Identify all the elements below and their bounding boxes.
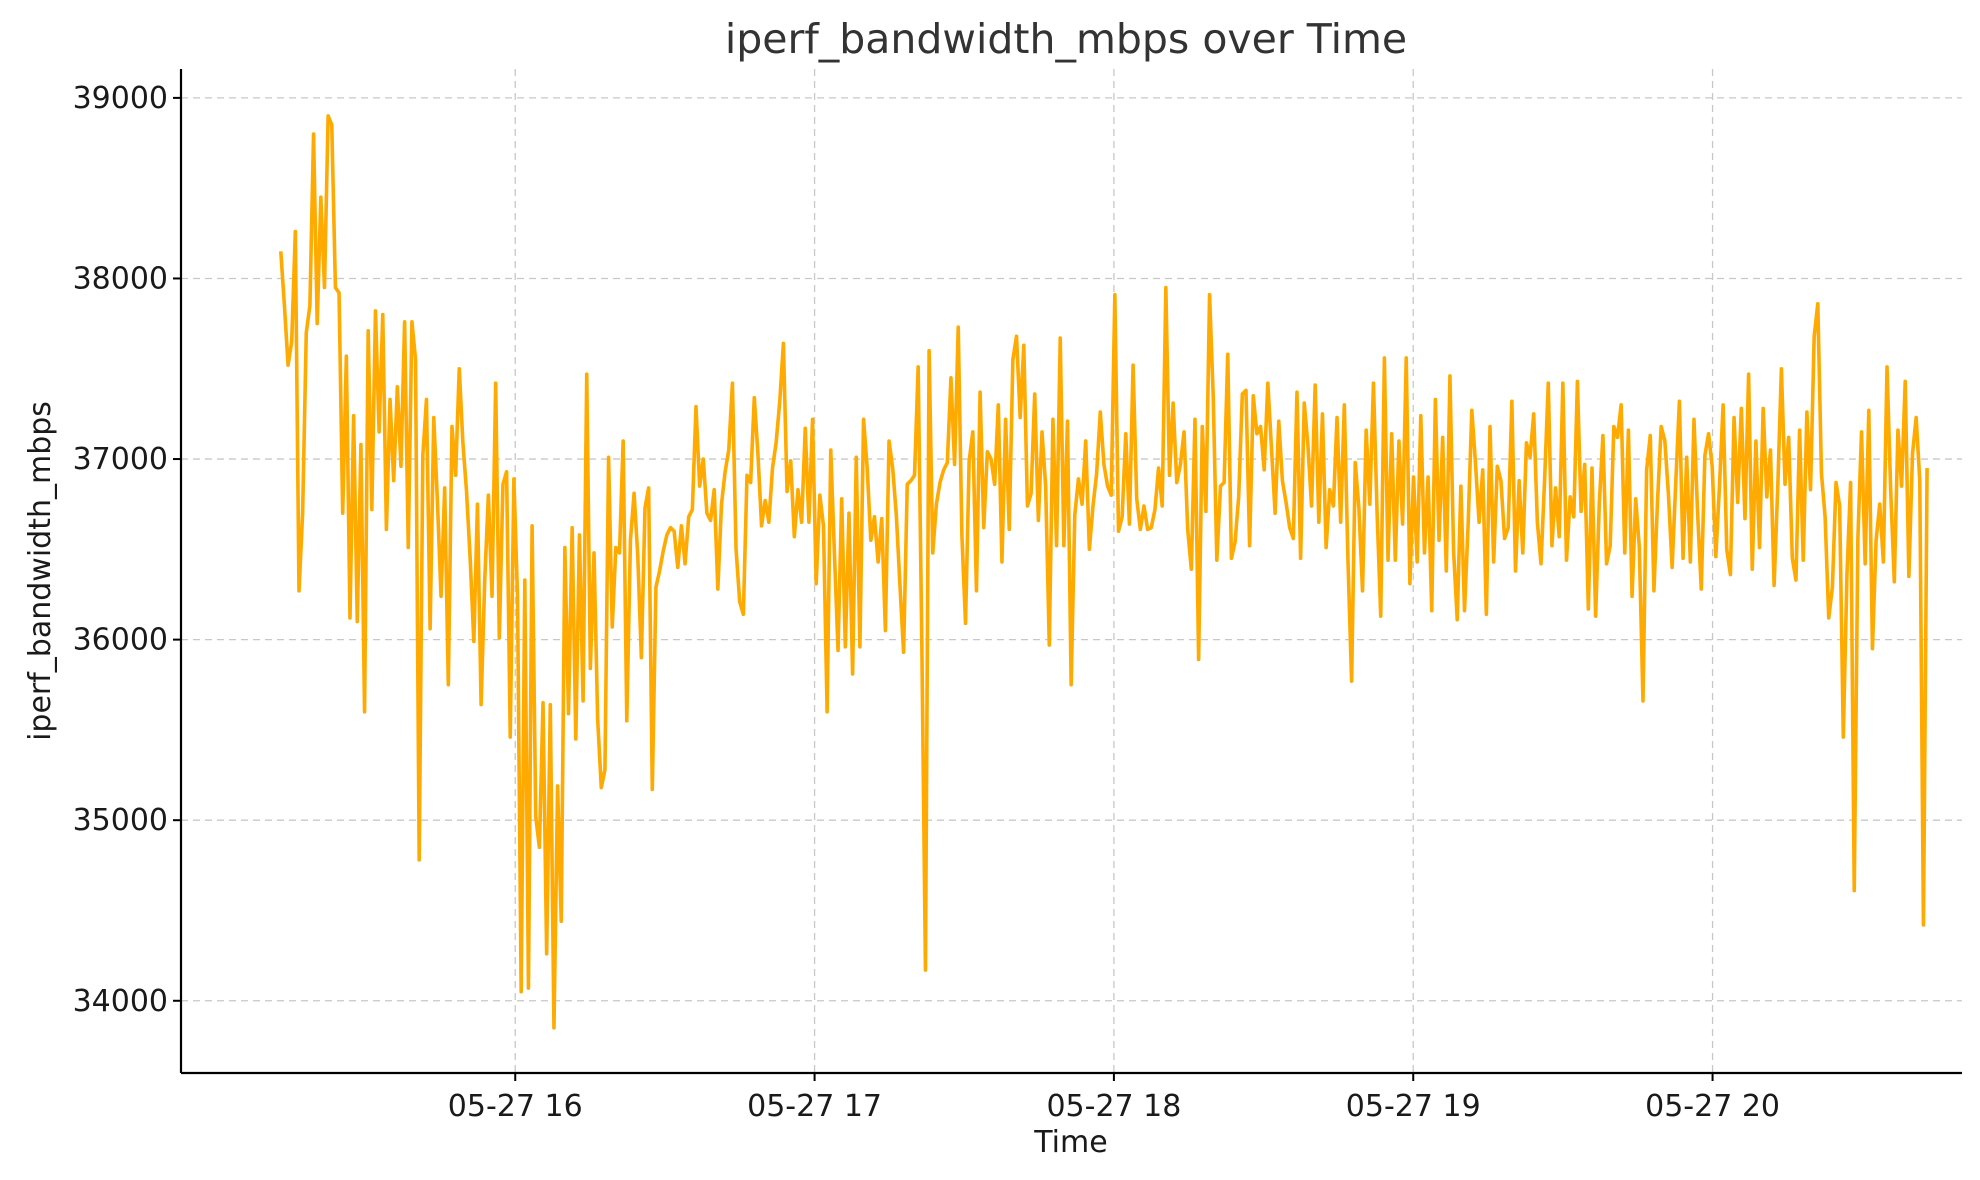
x-tick-label: 05-27 16 bbox=[448, 1089, 583, 1124]
y-tick-label: 34000 bbox=[73, 984, 168, 1019]
y-axis-label: iperf_bandwidth_mbps bbox=[23, 401, 58, 741]
x-axis-label: Time bbox=[1033, 1125, 1107, 1160]
x-tick-label: 05-27 17 bbox=[747, 1089, 882, 1124]
x-tick-label: 05-27 20 bbox=[1645, 1089, 1780, 1124]
y-tick-label: 37000 bbox=[73, 442, 168, 477]
x-tick-label: 05-27 19 bbox=[1346, 1089, 1481, 1124]
y-tick-label: 38000 bbox=[73, 261, 168, 296]
x-tick-label: 05-27 18 bbox=[1046, 1089, 1181, 1124]
y-tick-label: 36000 bbox=[73, 623, 168, 658]
x-ticks: 05-27 16 05-27 17 05-27 18 05-27 19 05-27 20 bbox=[448, 1073, 1780, 1124]
series-line-iperf-bandwidth bbox=[278, 114, 1929, 1030]
chart-title: iperf_bandwidth_mbps over Time bbox=[725, 15, 1407, 63]
y-ticks: 34000 35000 36000 37000 38000 39000 bbox=[73, 81, 181, 1019]
y-tick-label: 35000 bbox=[73, 803, 168, 838]
axes bbox=[179, 69, 1962, 1075]
y-tick-label: 39000 bbox=[73, 81, 168, 116]
